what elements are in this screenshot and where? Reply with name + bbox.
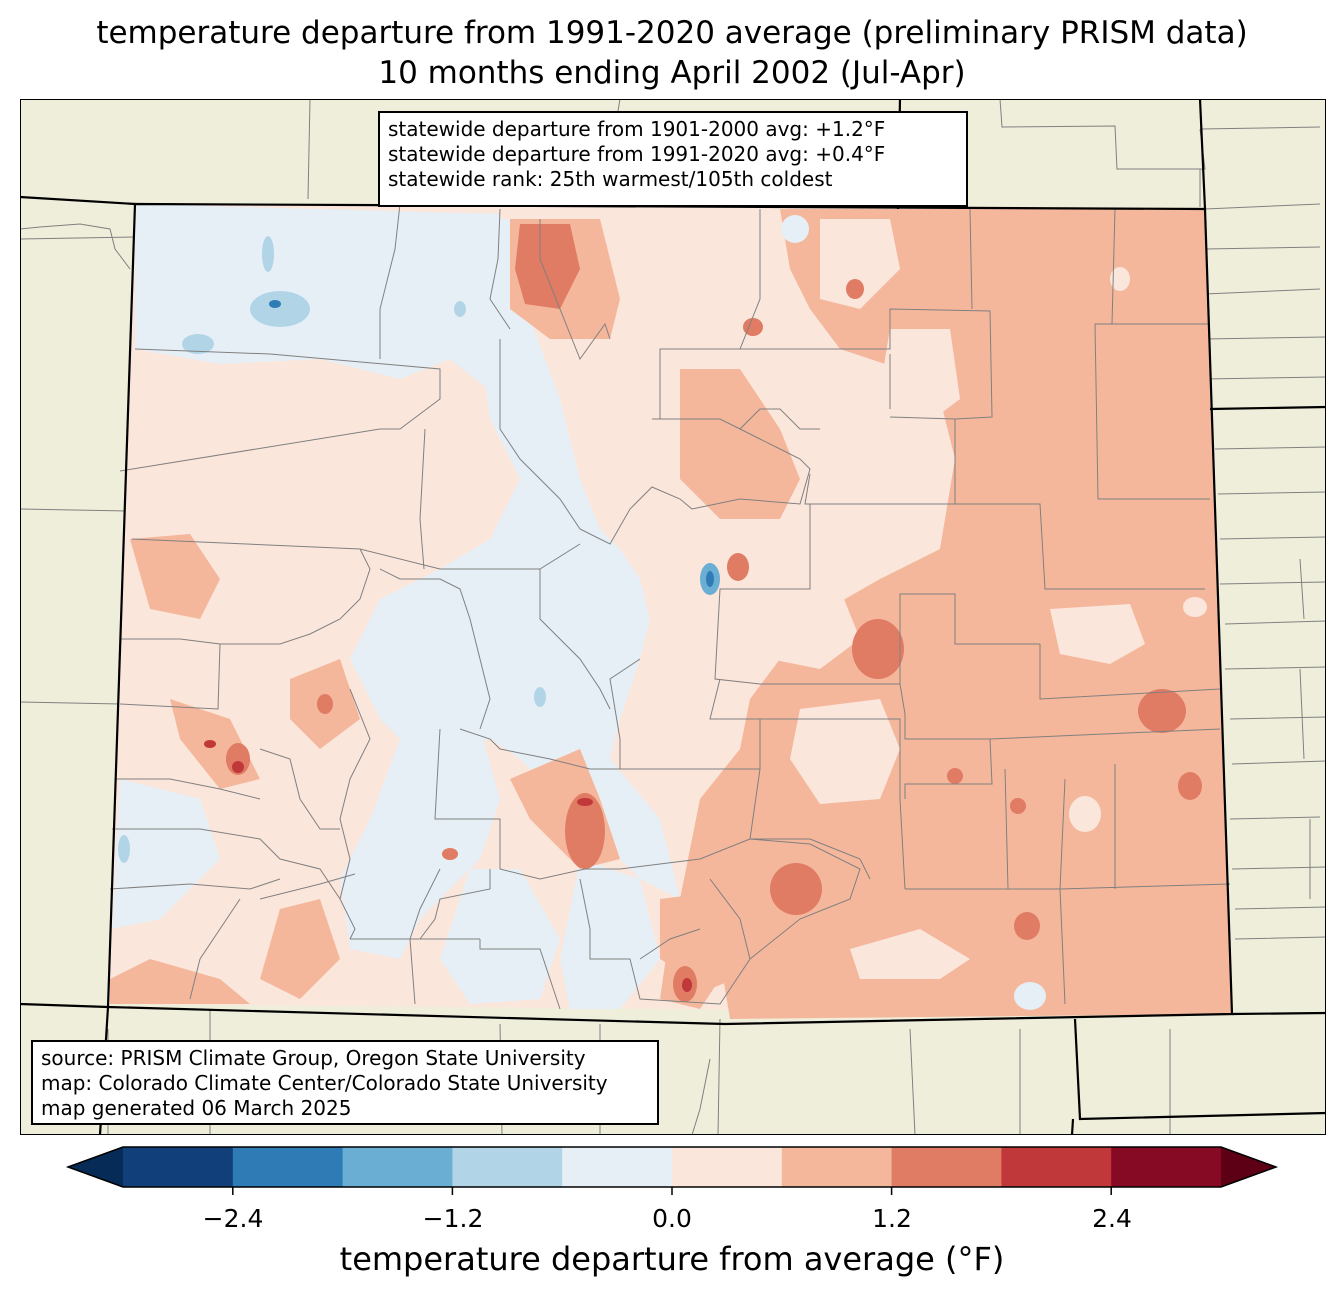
colorbar-extend-low [68,1147,123,1187]
colorado-temperature-map [20,99,1326,1135]
statewide-stats-box: statewide departure from 1901-2000 avg: … [378,111,968,207]
source-line-1: source: PRISM Climate Group, Oregon Stat… [41,1046,586,1070]
stats-line-3: statewide rank: 25th warmest/105th colde… [388,167,833,191]
colorbar-segment [891,1147,1002,1187]
map-subtitle: 10 months ending April 2002 (Jul-Apr) [378,55,966,91]
colorbar-segment [562,1147,673,1187]
colorbar-segment [452,1147,563,1187]
state-boundaries [20,99,1326,1135]
colorbar-extend-high [1221,1147,1276,1187]
colorbar-label: temperature departure from average (°F) [339,1240,1005,1278]
source-line-3: map generated 06 March 2025 [41,1096,352,1120]
source-line-2: map: Colorado Climate Center/Colorado St… [41,1071,608,1095]
colorbar-segment [672,1147,783,1187]
colorbar-tick-label: −1.2 [422,1204,484,1233]
colorado-shading [108,204,1232,1019]
colorbar-segment [781,1147,893,1187]
colorbar-segment [342,1147,453,1187]
colorbar-tick-label: 1.2 [872,1204,912,1233]
colorbar-tick-label: 2.4 [1092,1204,1132,1233]
colorado-border [106,202,1234,1026]
colorbar-tick-label: 0.0 [652,1204,692,1233]
colorbar-segment [1001,1147,1112,1187]
colorbar-segment [1111,1147,1222,1187]
colorbar-segment [232,1147,344,1187]
stats-line-1: statewide departure from 1901-2000 avg: … [388,117,886,141]
map-title: temperature departure from 1991-2020 ave… [96,15,1248,51]
county-lines [109,203,1231,1010]
colorbar-tick-label: −2.4 [202,1204,264,1233]
colorbar-segment [123,1147,234,1187]
colorbar [65,1146,1279,1195]
stats-line-2: statewide departure from 1991-2020 avg: … [388,142,886,166]
source-box: source: PRISM Climate Group, Oregon Stat… [31,1040,659,1125]
